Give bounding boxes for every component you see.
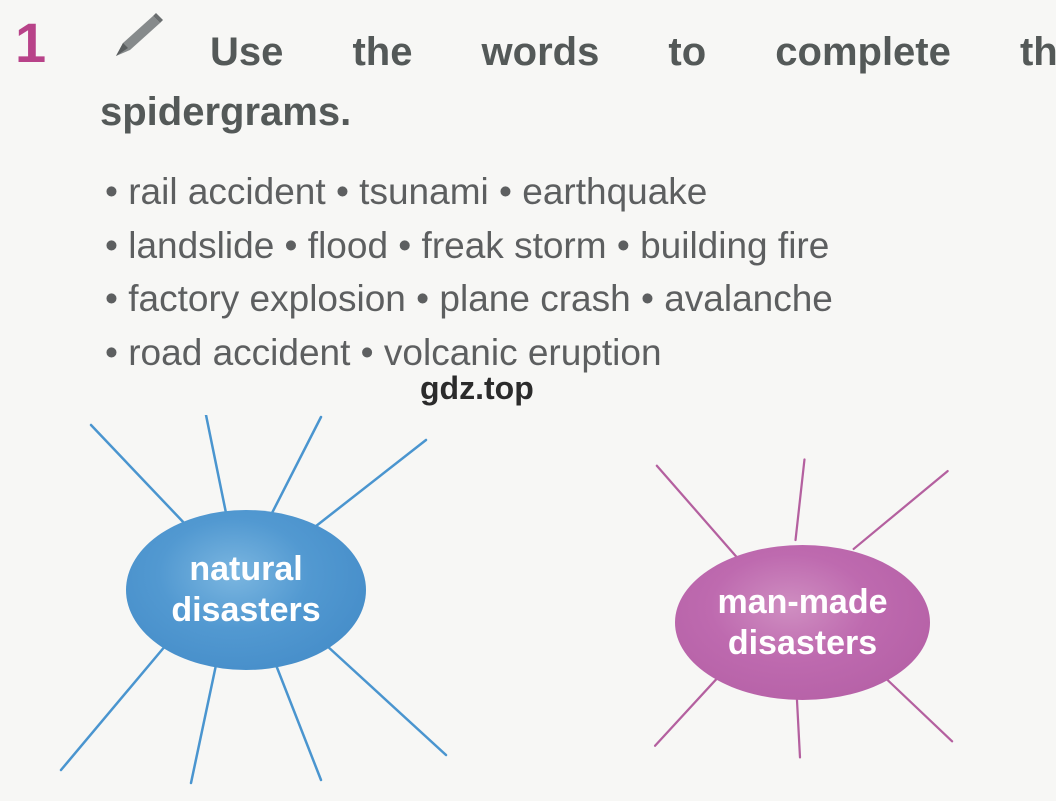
instruction-word: the [352,22,412,82]
instruction-word: complete [775,22,951,82]
oval-label-line: man-made [717,582,887,623]
instruction-line-1: Use the words to complete the [210,22,1056,82]
exercise-number: 1 [15,10,46,75]
spidergram-container: natural disasters man-made disasters [0,415,1056,795]
instruction-word: Use [210,22,283,82]
watermark: gdz.top [420,370,534,407]
word-list-line: • road accident • volcanic eruption [105,326,1006,380]
instruction-line-2: spidergrams. [100,82,1016,142]
oval-label-line: natural [189,549,302,590]
instruction-word: words [482,22,600,82]
spidergram-manmade: man-made disasters [570,455,1030,795]
instruction-word: the [1020,22,1056,82]
word-list-line: • factory explosion • plane crash • aval… [105,272,1006,326]
word-list: • rail accident • tsunami • earthquake •… [105,165,1006,380]
oval-label-line: disasters [728,623,877,664]
spidergram-natural-oval: natural disasters [126,510,366,670]
oval-label-line: disasters [171,590,320,631]
exercise-instruction: Usethewordstocompletethe spidergrams. [100,22,1016,142]
spidergram-natural: natural disasters [46,415,506,795]
word-list-line: • rail accident • tsunami • earthquake [105,165,1006,219]
word-list-line: • landslide • flood • freak storm • buil… [105,219,1006,273]
instruction-word: to [668,22,706,82]
spidergram-manmade-oval: man-made disasters [675,545,930,700]
